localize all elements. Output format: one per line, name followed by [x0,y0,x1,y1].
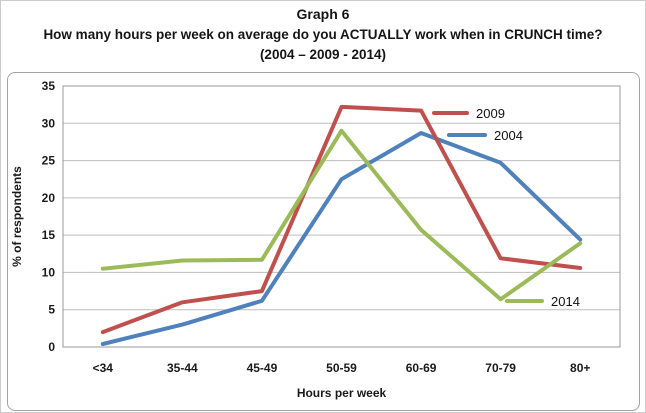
x-tick-label-2: 35-44 [167,361,198,375]
y-tick-label-5: 5 [48,303,55,317]
x-tick-label-3: 45-49 [247,361,278,375]
series-line-2014 [100,128,583,302]
y-axis-title: % of respondents [10,166,24,267]
series-line-2004 [100,131,583,346]
chart-area: 0 5 10 15 20 25 30 35 <34 35-44 45-49 50-59 60-69 70-… [7,72,640,411]
x-tick-label-1: <34 [93,361,114,375]
y-tick-label-30: 30 [42,116,56,130]
page-title: Graph 6 [296,6,350,22]
series-line-2009 [100,104,583,335]
y-tick-label-0: 0 [48,340,55,354]
x-tick-label-6: 70-79 [485,361,516,375]
legend-label-2014: 2014 [551,294,580,309]
chart-years: (2004 – 2009 - 2014) [259,47,387,62]
y-tick-label-35: 35 [42,79,56,93]
y-tick-label-15: 15 [42,228,56,242]
x-axis-title: Hours per week [297,386,387,400]
y-tick-label-25: 25 [42,154,56,168]
x-tick-label-4: 50-59 [326,361,357,375]
y-tick-label-20: 20 [42,191,56,205]
chart-question: How many hours per week on average do yo… [43,27,603,42]
plot-border [62,85,621,348]
legend-label-2004: 2004 [494,128,523,143]
line-chart: 0 5 10 15 20 25 30 35 <34 35-44 45-49 50-59 60-69 70-… [10,79,621,400]
y-tick-label-10: 10 [42,265,56,279]
chart-header: Graph 6 How many hours per week on avera… [1,4,645,65]
x-tick-label-7: 80+ [570,361,590,375]
x-tick-label-5: 60-69 [406,361,437,375]
legend-label-2009: 2009 [476,106,505,121]
